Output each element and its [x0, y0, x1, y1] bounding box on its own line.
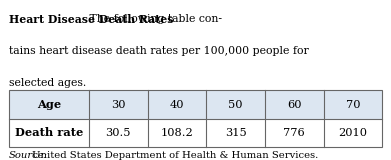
Text: Heart Disease Death Rates: Heart Disease Death Rates: [9, 14, 173, 25]
Text: selected ages.: selected ages.: [9, 78, 86, 88]
Text: Source:: Source:: [9, 151, 48, 160]
Text: 108.2: 108.2: [161, 128, 194, 138]
Text: Death rate: Death rate: [14, 128, 83, 139]
Text: The following table con-: The following table con-: [86, 14, 222, 24]
Text: 2010: 2010: [339, 128, 368, 138]
Bar: [9, 90, 382, 147]
Text: 776: 776: [283, 128, 305, 138]
Text: 30: 30: [111, 100, 126, 110]
Text: 50: 50: [228, 100, 243, 110]
Text: 30.5: 30.5: [106, 128, 131, 138]
Text: tains heart disease death rates per 100,000 people for: tains heart disease death rates per 100,…: [9, 46, 308, 56]
Bar: [9, 90, 382, 119]
Text: 70: 70: [346, 100, 360, 110]
Text: Age: Age: [37, 99, 61, 110]
Text: 315: 315: [225, 128, 247, 138]
Bar: [9, 119, 382, 147]
Text: 40: 40: [170, 100, 184, 110]
Text: 60: 60: [287, 100, 301, 110]
Text: United States Department of Health & Human Services.: United States Department of Health & Hum…: [29, 151, 318, 160]
